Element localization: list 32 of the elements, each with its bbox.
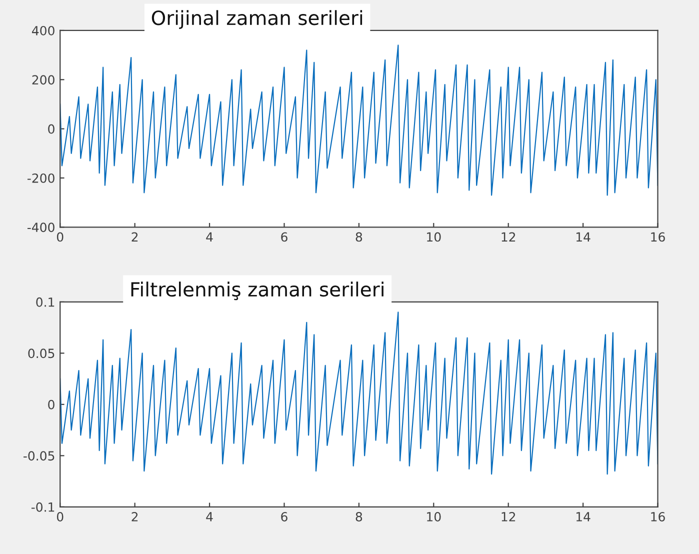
x-tick-label: 6 [281, 232, 288, 242]
x-tick-label: 8 [356, 232, 362, 242]
x-tick-label: 6 [281, 512, 288, 522]
y-tick-label: -400 [27, 222, 54, 232]
line-series [60, 312, 658, 475]
y-tick-label: 0.1 [36, 297, 54, 307]
x-tick-label: 16 [651, 232, 665, 242]
x-tick-label: 0 [56, 232, 64, 242]
chart-title: Orijinal zaman serileri [152, 10, 362, 29]
line-series [60, 44, 658, 196]
y-tick-label: -0.1 [31, 502, 54, 512]
y-tick-label: 400 [32, 26, 54, 36]
x-tick-label: 12 [502, 232, 516, 242]
x-tick-label: 8 [356, 512, 362, 522]
y-tick-label: 200 [32, 75, 54, 85]
x-tick-label: 4 [206, 232, 213, 242]
x-tick-label: 14 [576, 512, 590, 522]
y-tick-label: 0 [48, 400, 54, 410]
x-tick-label: 10 [427, 232, 441, 242]
x-tick-label: 12 [502, 512, 516, 522]
y-tick-label: 0.05 [28, 348, 54, 358]
y-tick-label: 0 [48, 124, 54, 134]
x-tick-label: 2 [132, 232, 138, 242]
x-tick-label: 0 [56, 512, 64, 522]
x-tick-label: 10 [427, 512, 441, 522]
y-tick-label: -0.05 [24, 451, 54, 461]
x-tick-label: 14 [576, 232, 590, 242]
x-tick-label: 2 [132, 512, 138, 522]
x-tick-label: 4 [206, 512, 213, 522]
chart-title: Filtrelenmiş zaman serileri [131, 282, 384, 300]
x-tick-label: 16 [651, 512, 665, 522]
y-tick-label: -200 [27, 173, 54, 183]
